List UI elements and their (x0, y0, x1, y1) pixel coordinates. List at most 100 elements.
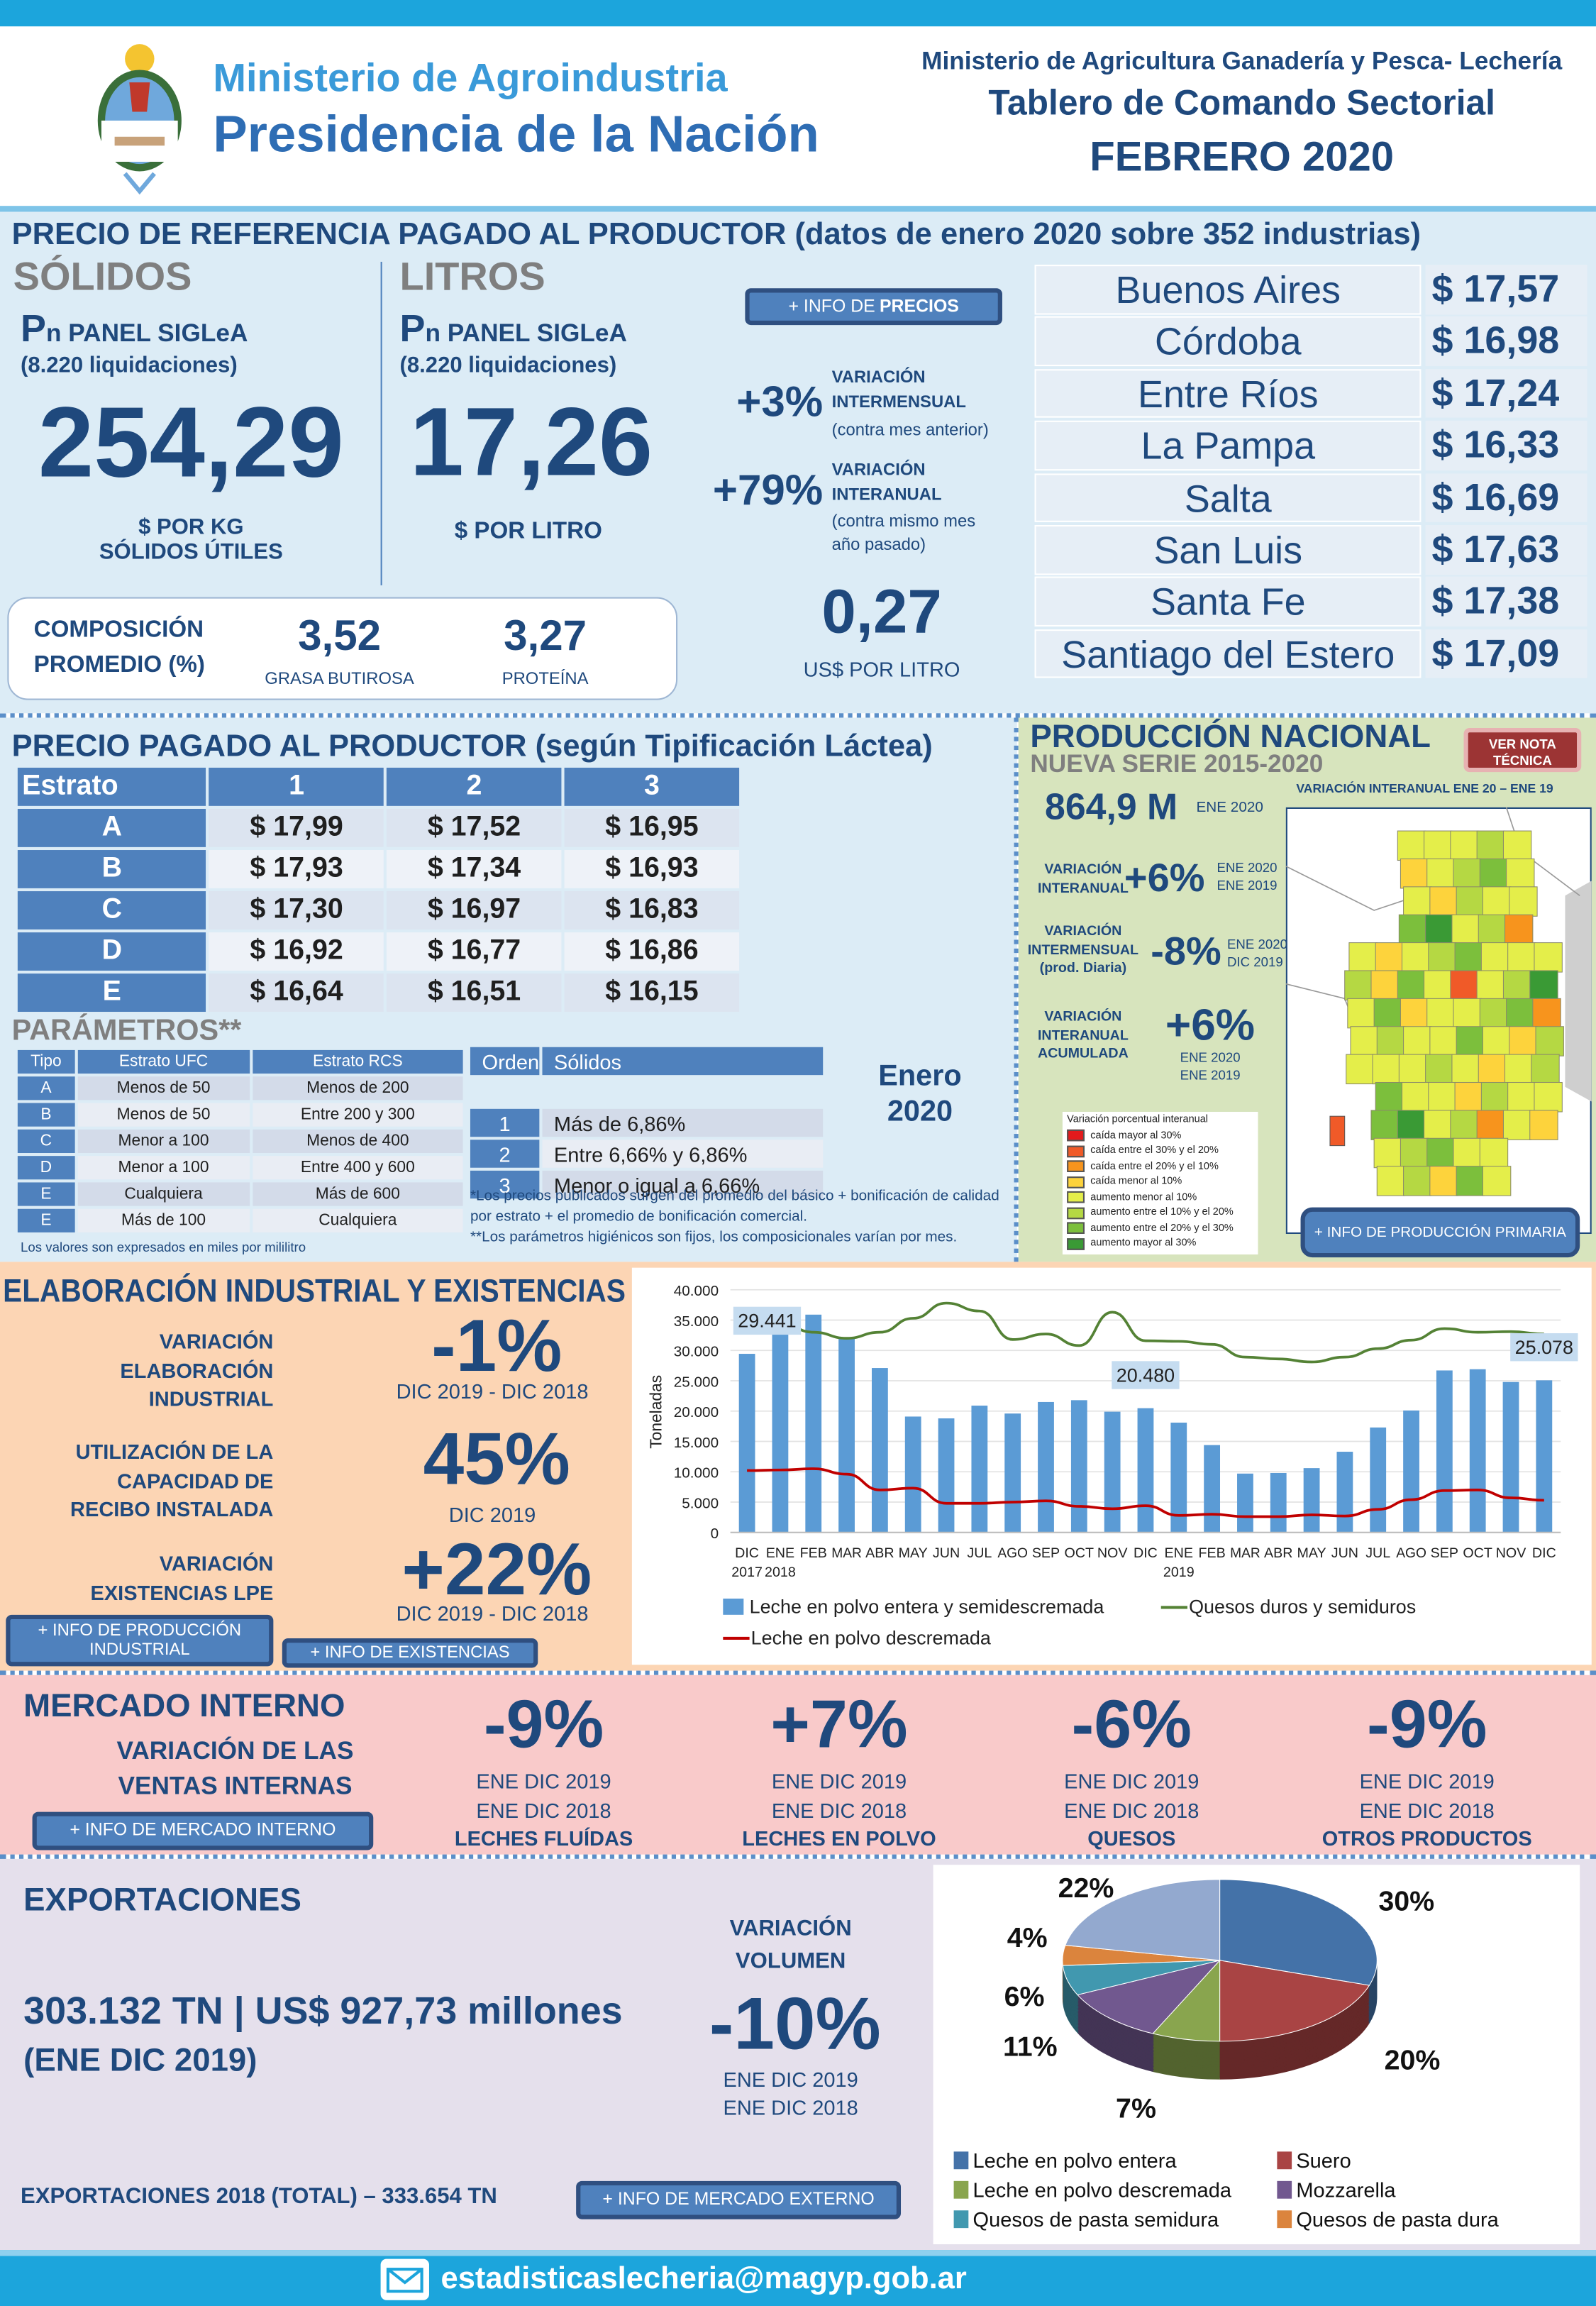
info-produccion-industrial-button[interactable]: + INFO DE PRODUCCIÓN INDUSTRIAL (6, 1614, 274, 1667)
orden-table: Orden Sólidos 1 Más de 6,86% 2 Entre 6,66% y… (467, 1044, 826, 1202)
table-cell: $ 16,93 (564, 850, 740, 888)
section-title: EXPORTACIONES (23, 1880, 301, 1918)
map-region (1454, 1081, 1483, 1113)
export-var-period: ENE DIC 2019 (723, 2068, 858, 2092)
table-cell: $ 16,86 (564, 932, 740, 971)
kpi-label: INTERANUAL (1037, 1027, 1129, 1044)
pie-label: 4% (1007, 1922, 1048, 1953)
map-region (1425, 914, 1454, 945)
map-region (1450, 830, 1479, 861)
legend-label: caída entre el 30% y el 20% (1090, 1145, 1219, 1157)
map-region (1403, 886, 1432, 917)
bar (1436, 1370, 1453, 1533)
footnote: *Los precios publicados surgen del prome… (470, 1188, 999, 1205)
map-region (1535, 1026, 1564, 1057)
elaboracion-section: ELABORACIÓN INDUSTRIAL Y EXISTENCIAS + I… (0, 1262, 1596, 1671)
map-region (1425, 1054, 1454, 1085)
table-cell: B (17, 1103, 75, 1127)
map-region (1397, 970, 1426, 1000)
info-precios-button[interactable]: + INFO DE PRECIOS (745, 288, 1002, 326)
column-header: 3 (564, 767, 740, 806)
legend-item: aumento mayor al 30% (1067, 1237, 1196, 1249)
table-cell: $ 16,77 (387, 932, 562, 971)
table-cell: 3 (470, 1170, 540, 1199)
mercado-value: -6% (1071, 1685, 1192, 1762)
bar (1403, 1410, 1419, 1533)
section-title: PRECIO PAGADO AL PRODUCTOR (según Tipifi… (11, 729, 933, 763)
province-price: $ 17,38 (1431, 578, 1560, 623)
map-region (1347, 998, 1376, 1029)
bar (1204, 1445, 1221, 1533)
solidos-panel: Pn PANEL SIGLeA (21, 306, 248, 351)
info-mercado-interno-button[interactable]: + INFO DE MERCADO INTERNO (32, 1811, 374, 1850)
info-produccion-primaria-button[interactable]: + INFO DE PRODUCCIÓN PRIMARIA (1300, 1207, 1580, 1258)
province-name-cell: La Pampa (1034, 421, 1422, 470)
bar (1469, 1369, 1486, 1533)
mercado-period: ENE DIC 2019 (771, 1769, 907, 1793)
legend-swatch (1277, 2180, 1292, 2199)
x-tick-label: NOV (1496, 1545, 1526, 1561)
x-tick-label: ENE (1165, 1545, 1193, 1561)
column-header: Estrato (17, 767, 206, 806)
parametros-title: PARÁMETROS** (11, 1015, 242, 1047)
legend-label: caída menor al 10% (1090, 1176, 1182, 1187)
x-tick-label: ABR (1264, 1545, 1292, 1561)
data-label: 25.078 (1515, 1337, 1573, 1358)
map-region (1426, 1137, 1456, 1169)
map-region (1426, 858, 1456, 889)
data-label: 29.441 (738, 1311, 796, 1332)
province-name: Salta (1184, 475, 1272, 520)
period-year: 2020 (887, 1096, 953, 1128)
province-name-cell: San Luis (1034, 524, 1422, 575)
mercado-interno-section: MERCADO INTERNO VARIACIÓN DE LAS VENTAS … (0, 1675, 1596, 1855)
data-label-box (1112, 1361, 1180, 1389)
pie-slice (1219, 1879, 1378, 1986)
bar (1137, 1408, 1154, 1533)
pie-label: 6% (1004, 1981, 1045, 2012)
data-label-box (733, 1306, 802, 1335)
mercado-category: OTROS PRODUCTOS (1321, 1826, 1532, 1850)
legend-swatch (1067, 1160, 1085, 1172)
info-existencias-button[interactable]: + INFO DE EXISTENCIAS (282, 1638, 538, 1668)
legend-swatch (1067, 1176, 1085, 1188)
kpi-label: VARIACIÓN (1044, 923, 1122, 940)
province-price: $ 17,57 (1431, 266, 1560, 311)
table-cell: A (17, 1076, 75, 1100)
map-region (1400, 1137, 1429, 1169)
header-divider (0, 206, 1596, 212)
bar (1004, 1413, 1021, 1533)
info-mercado-externo-button[interactable]: + INFO DE MERCADO EXTERNO (576, 2180, 902, 2219)
legend-swatch (1277, 2151, 1292, 2170)
elaboracion-value: -1% (431, 1304, 563, 1387)
map-region (1424, 970, 1453, 1000)
province-name: Santa Fe (1150, 580, 1306, 624)
map-region (1429, 886, 1458, 917)
map-region (1373, 998, 1403, 1029)
y-tick-label: 35.000 (674, 1313, 719, 1330)
litros-unit: $ POR LITRO (454, 519, 602, 544)
pie-legend-item: Leche en polvo descremada (953, 2178, 1231, 2202)
email-icon (380, 2258, 429, 2300)
kpi-label: ACUMULADA (1037, 1045, 1129, 1062)
table-cell: $ 16,92 (209, 932, 384, 971)
row-label: A (17, 808, 206, 847)
map-region (1509, 886, 1538, 917)
province-price-cell: $ 17,63 (1426, 524, 1587, 575)
x-tick-label: MAR (831, 1545, 862, 1561)
legend-item: caída mayor al 30% (1067, 1129, 1181, 1142)
bar (1104, 1411, 1121, 1533)
table-cell: $ 17,34 (387, 850, 562, 888)
province-row: San Luis $ 17,63 (1034, 524, 1587, 575)
mercado-period: ENE DIC 2018 (476, 1798, 611, 1823)
map-region (1453, 858, 1482, 889)
map-region (1532, 998, 1561, 1029)
export-period: (ENE DIC 2019) (23, 2041, 257, 2078)
ver-nota-tecnica-button[interactable]: VER NOTA TÉCNICA (1463, 727, 1582, 773)
solidos-unit-1: $ POR KG (138, 514, 244, 540)
contact-email[interactable]: estadisticaslecheria@magyp.gob.ar (440, 2261, 967, 2296)
pie-label: 7% (1116, 2093, 1156, 2124)
litros-price: 17,26 (409, 387, 653, 496)
table-cell: Más de 100 (77, 1208, 250, 1232)
map-region (1480, 942, 1510, 973)
y-tick-label: 20.000 (674, 1404, 719, 1420)
